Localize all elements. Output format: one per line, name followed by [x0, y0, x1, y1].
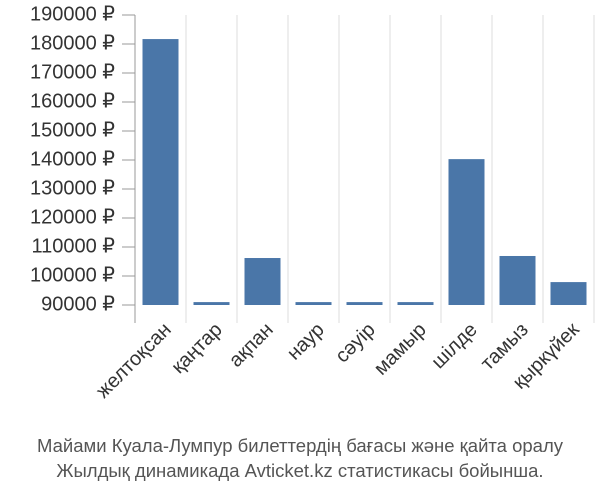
x-tick-label: желтоқсан: [92, 319, 176, 403]
y-tick-label: 190000 ₽: [30, 3, 115, 25]
bar: [448, 159, 485, 305]
x-tick-label: шілде: [427, 319, 481, 373]
bar: [397, 302, 434, 305]
y-tick-label: 170000 ₽: [30, 61, 115, 83]
y-tick-label: 160000 ₽: [30, 90, 115, 112]
bar: [499, 255, 536, 305]
y-tick-label: 120000 ₽: [30, 206, 115, 228]
x-tick-label: ақпан: [225, 319, 278, 372]
chart-title: Майами Куала-Лумпур билеттердің бағасы ж…: [37, 435, 564, 456]
bar: [244, 258, 281, 305]
y-tick-label: 90000 ₽: [41, 293, 115, 315]
x-tick-label: наур: [283, 319, 329, 365]
chart-title: Жылдық динамикада Avticket.kz статистика…: [56, 460, 543, 481]
y-tick-label: 140000 ₽: [30, 148, 115, 170]
y-tick-label: 100000 ₽: [30, 264, 115, 286]
bar: [295, 302, 332, 305]
y-tick-label: 130000 ₽: [30, 177, 115, 199]
x-tick-label: сәуір: [331, 319, 380, 368]
bar: [550, 282, 587, 305]
bar: [142, 39, 179, 305]
bar: [193, 302, 230, 305]
y-tick-label: 110000 ₽: [31, 235, 115, 257]
y-tick-label: 150000 ₽: [30, 119, 115, 141]
bar: [346, 302, 383, 305]
x-tick-label: мамыр: [370, 319, 431, 380]
y-tick-label: 180000 ₽: [30, 32, 115, 54]
x-tick-label: қаңтар: [167, 319, 226, 378]
